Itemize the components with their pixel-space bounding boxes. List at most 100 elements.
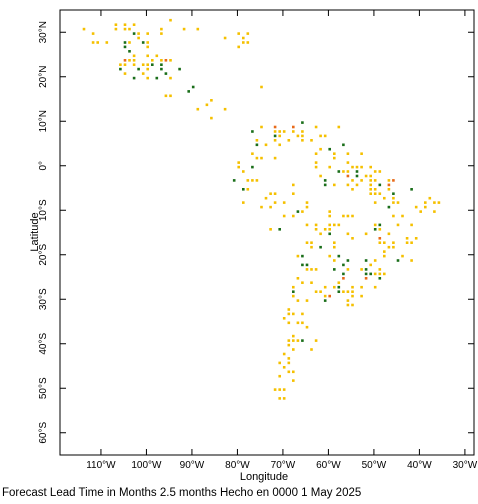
forecast-cell bbox=[373, 259, 377, 262]
forecast-cell bbox=[333, 259, 336, 262]
forecast-cell bbox=[292, 130, 295, 133]
forecast-cell bbox=[287, 339, 291, 342]
forecast-cell bbox=[337, 290, 341, 293]
forecast-cell bbox=[237, 161, 240, 164]
forecast-cell bbox=[373, 192, 377, 195]
forecast-cell bbox=[373, 223, 377, 227]
forecast-cell bbox=[405, 237, 409, 240]
lon-tick-label: 80°W bbox=[225, 460, 250, 471]
forecast-cell bbox=[273, 130, 277, 133]
forecast-cell bbox=[392, 192, 395, 195]
forecast-cell bbox=[296, 134, 300, 138]
forecast-cell bbox=[278, 388, 281, 391]
forecast-cell bbox=[328, 210, 331, 213]
forecast-cell bbox=[278, 374, 281, 378]
forecast-cell bbox=[278, 228, 281, 231]
forecast-cell bbox=[355, 165, 359, 169]
lat-tick-label: 20°S bbox=[38, 244, 49, 266]
forecast-cell bbox=[282, 130, 286, 133]
forecast-cell bbox=[96, 41, 99, 44]
forecast-cell bbox=[355, 170, 359, 173]
forecast-cell bbox=[273, 156, 277, 160]
forecast-cell bbox=[191, 85, 195, 89]
forecast-cell bbox=[287, 370, 291, 374]
forecast-cell bbox=[310, 245, 313, 249]
forecast-cell bbox=[237, 32, 240, 35]
forecast-cell bbox=[410, 259, 413, 262]
plot-frame bbox=[59, 9, 475, 456]
forecast-cell bbox=[255, 139, 259, 142]
forecast-cell bbox=[378, 237, 382, 240]
forecast-cell bbox=[346, 268, 350, 271]
forecast-cell bbox=[155, 76, 159, 80]
forecast-cell bbox=[323, 134, 327, 138]
forecast-cell bbox=[141, 41, 145, 44]
forecast-cell bbox=[337, 223, 341, 227]
lat-tick-label: 10°N bbox=[38, 110, 49, 132]
forecast-cell bbox=[387, 179, 391, 182]
forecast-cell bbox=[210, 116, 213, 120]
forecast-cell bbox=[392, 179, 395, 182]
forecast-cell bbox=[369, 174, 372, 178]
forecast-cell bbox=[333, 268, 336, 271]
forecast-cell bbox=[242, 170, 245, 173]
forecast-cell bbox=[260, 85, 263, 89]
forecast-cell bbox=[392, 241, 395, 244]
forecast-cell bbox=[323, 299, 327, 302]
forecast-cell bbox=[301, 312, 304, 316]
forecast-cell bbox=[292, 192, 295, 195]
forecast-cell bbox=[301, 130, 304, 133]
forecast-cell bbox=[387, 188, 391, 191]
forecast-cell bbox=[364, 268, 368, 271]
forecast-cell bbox=[255, 179, 259, 182]
forecast-cell bbox=[160, 27, 163, 31]
forecast-cell bbox=[364, 259, 368, 262]
forecast-cell bbox=[160, 32, 163, 35]
forecast-cell bbox=[437, 201, 441, 204]
forecast-cell bbox=[210, 99, 213, 102]
forecast-cell bbox=[360, 179, 363, 182]
forecast-cell bbox=[260, 156, 263, 160]
forecast-cell bbox=[132, 76, 136, 80]
forecast-cell bbox=[123, 23, 127, 26]
forecast-cell bbox=[333, 183, 336, 187]
forecast-cell bbox=[369, 183, 372, 187]
forecast-cell bbox=[137, 67, 140, 71]
forecast-cell bbox=[301, 254, 304, 258]
forecast-cell bbox=[328, 214, 331, 218]
lat-tick-label: 40°S bbox=[38, 333, 49, 355]
forecast-cell bbox=[178, 67, 181, 71]
forecast-cell bbox=[292, 370, 295, 374]
forecast-cell bbox=[287, 312, 291, 316]
forecast-cell bbox=[346, 152, 350, 155]
forecast-cell bbox=[223, 36, 227, 40]
forecast-cell bbox=[351, 294, 354, 298]
forecast-cell bbox=[260, 125, 263, 129]
forecast-cell bbox=[378, 223, 382, 227]
forecast-cell bbox=[373, 228, 377, 231]
forecast-cell bbox=[337, 281, 341, 284]
forecast-cell bbox=[364, 272, 368, 276]
forecast-cell bbox=[373, 170, 377, 173]
forecast-cell bbox=[405, 241, 409, 244]
forecast-cell bbox=[169, 76, 172, 80]
forecast-cell bbox=[433, 201, 436, 204]
forecast-cell bbox=[346, 174, 350, 178]
forecast-cell bbox=[296, 254, 300, 258]
forecast-cell bbox=[251, 130, 254, 133]
forecast-cell bbox=[160, 63, 163, 66]
forecast-cell bbox=[369, 165, 372, 169]
forecast-cell bbox=[169, 59, 172, 62]
lon-tick-label: 110°W bbox=[86, 460, 116, 471]
forecast-cell bbox=[273, 125, 277, 129]
forecast-cell bbox=[369, 263, 372, 267]
forecast-cell bbox=[383, 272, 386, 276]
forecast-cell bbox=[282, 352, 286, 356]
forecast-cell bbox=[433, 210, 436, 213]
forecast-cell bbox=[255, 143, 259, 147]
forecast-cell bbox=[314, 125, 318, 129]
forecast-cell bbox=[369, 272, 372, 276]
forecast-cell bbox=[410, 188, 413, 191]
forecast-cell bbox=[128, 59, 131, 62]
forecast-cell bbox=[296, 321, 300, 325]
